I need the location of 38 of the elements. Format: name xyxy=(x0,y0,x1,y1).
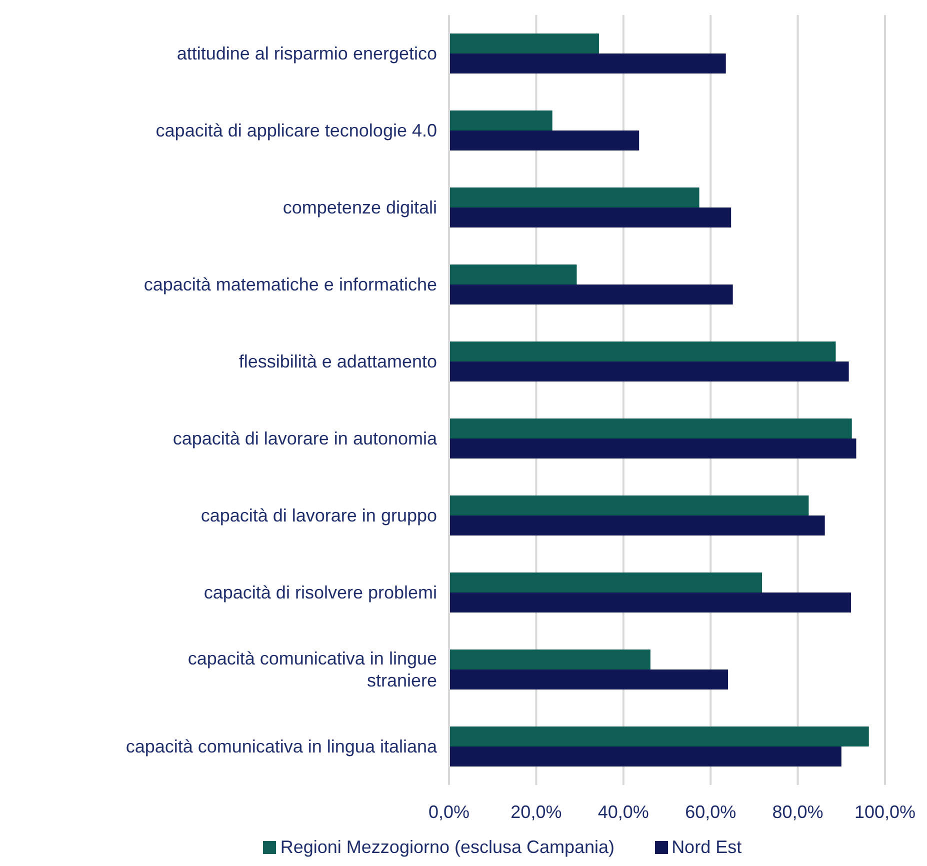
y-tick-label: capacità di lavorare in gruppo xyxy=(200,506,437,526)
bar xyxy=(449,53,726,74)
bar xyxy=(449,187,700,208)
x-tick-label: 0,0% xyxy=(428,802,470,822)
bar xyxy=(449,110,552,130)
y-tick-label: capacità matematiche e informatiche xyxy=(144,274,437,294)
bar xyxy=(449,649,650,670)
y-tick-label: capacità di lavorare in autonomia xyxy=(172,428,438,448)
bar xyxy=(449,33,599,54)
legend-label: Nord Est xyxy=(670,837,742,858)
legend-label: Regioni Mezzogiorno (esclusa Campania) xyxy=(279,837,615,858)
y-tick-label: flessibilità e adattamento xyxy=(238,352,437,372)
bar xyxy=(449,361,849,382)
bar xyxy=(449,495,809,516)
bar xyxy=(449,515,825,536)
x-tick-label: 80,0% xyxy=(772,802,824,822)
bar xyxy=(449,341,836,362)
bar xyxy=(449,592,851,612)
y-tick-label: capacità di applicare tecnologie 4.0 xyxy=(156,120,437,140)
x-tick-label: 60,0% xyxy=(685,802,736,822)
bar xyxy=(449,418,852,438)
x-tick-label: 20,0% xyxy=(510,802,562,822)
x-tick-label: 100,0% xyxy=(854,802,916,822)
bar xyxy=(449,130,640,150)
bar xyxy=(449,726,869,746)
bar xyxy=(449,669,728,690)
bar xyxy=(449,207,732,228)
bar xyxy=(449,438,856,458)
bar xyxy=(449,264,577,284)
y-tick-label: competenze digitali xyxy=(282,198,437,218)
y-tick-label: capacità comunicativa in lingue straniere xyxy=(188,648,437,690)
bar xyxy=(449,746,842,766)
bar xyxy=(449,284,733,304)
bar xyxy=(449,572,762,592)
x-tick-label: 40,0% xyxy=(598,802,649,822)
y-tick-label: attitudine al risparmio energetico xyxy=(176,44,437,64)
y-tick-label: capacità di risolvere problemi xyxy=(204,582,437,602)
y-tick-label: capacità comunicativa in lingua italiana xyxy=(126,736,438,756)
